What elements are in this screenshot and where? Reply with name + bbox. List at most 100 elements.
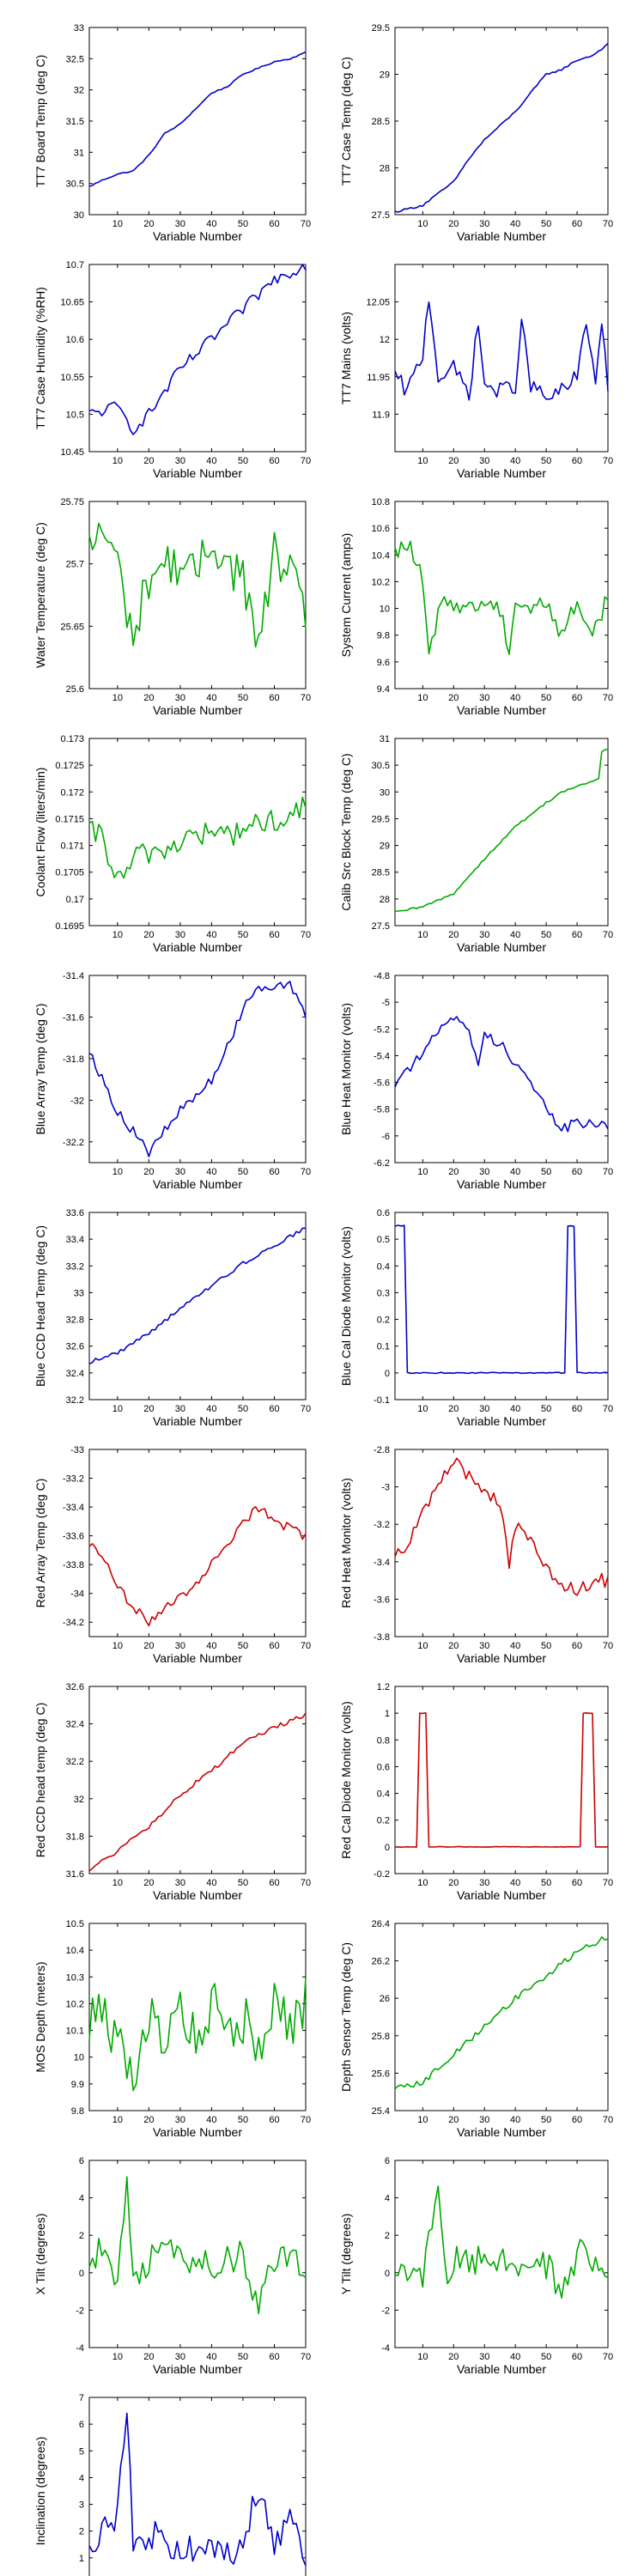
y-tick-label: -34	[70, 1589, 84, 1600]
y-tick-label: 32.4	[66, 1720, 84, 1730]
x-tick-label: 10	[112, 693, 123, 703]
y-tick-label: 0.5	[377, 1235, 390, 1245]
x-tick-label: 20	[143, 1167, 154, 1177]
series-line	[394, 1016, 609, 1133]
y-tick-label: -0.2	[374, 1869, 390, 1880]
y-tick-label: 10	[74, 2053, 84, 2063]
x-axis-label: Variable Number	[457, 1888, 546, 1902]
chart-panel: 10 20 30 40 50 60 70 25.4 25.6 25.8 26 26.2 26.4 Vari…	[339, 1919, 613, 2139]
y-tick-label: 33	[74, 1288, 84, 1298]
x-tick-label: 30	[479, 1878, 489, 1888]
series-line	[88, 1227, 307, 1365]
chart-panel: 10 20 30 40 50 60 70 -34.2 -34 -33.8 -33.6 -33.4 -33…	[33, 1445, 311, 1665]
y-tick-label: 29.5	[372, 23, 390, 33]
x-tick-label: 50	[541, 930, 551, 940]
x-tick-label: 70	[301, 930, 311, 940]
y-axis-label: TT7 Case Temp (deg C)	[339, 57, 353, 185]
plot-frame	[88, 1212, 307, 1400]
series-line	[394, 540, 609, 655]
y-tick-label: 1.2	[377, 1682, 390, 1692]
series-line	[88, 51, 307, 187]
x-tick-label: 20	[448, 693, 459, 703]
y-tick-label: -6.2	[374, 1158, 390, 1169]
y-tick-label: 10.2	[66, 1999, 84, 2009]
x-tick-label: 70	[603, 1641, 613, 1651]
y-axis-label: TT7 Board Temp (deg C)	[33, 55, 47, 188]
y-tick-label: 10.5	[66, 1919, 84, 1929]
y-tick-label: 32.5	[66, 54, 84, 64]
x-tick-label: 10	[417, 693, 428, 703]
chart-panel: 10 20 30 40 50 60 70 -4 -2 0 2 4 6 Variable Number Y T…	[339, 2156, 613, 2376]
y-tick-label: -4.8	[374, 971, 390, 981]
x-axis-label: Variable Number	[457, 229, 546, 243]
x-tick-label: 30	[479, 693, 489, 703]
y-tick-label: 25.8	[372, 2032, 390, 2042]
y-tick-label: 32.6	[66, 1682, 84, 1692]
y-tick-label: 27.5	[372, 921, 390, 932]
y-axis-label: Blue Array Temp (deg C)	[33, 1003, 47, 1134]
y-tick-label: -33	[70, 1445, 84, 1455]
x-tick-label: 40	[510, 693, 520, 703]
x-tick-label: 60	[572, 2115, 582, 2125]
chart-panel: 10 20 30 40 50 60 70 32.2 32.4 32.6 32.8 33 33.2 33.4…	[33, 1208, 311, 1428]
x-tick-label: 60	[269, 2352, 279, 2362]
series-line	[88, 2176, 307, 2315]
y-tick-label: 29.5	[372, 814, 390, 824]
x-axis-label: Variable Number	[457, 2362, 546, 2376]
x-tick-label: 70	[301, 1878, 311, 1888]
x-tick-label: 20	[143, 1878, 154, 1888]
y-tick-label: 4	[385, 2194, 390, 2204]
x-tick-label: 30	[479, 2115, 489, 2125]
y-tick-label: 11.95	[367, 373, 390, 383]
plot-frame	[394, 1449, 609, 1637]
plot-frame	[394, 1212, 609, 1400]
x-tick-label: 60	[572, 2352, 582, 2362]
x-tick-label: 20	[143, 693, 154, 703]
x-axis-label: Variable Number	[153, 229, 242, 243]
chart-panel: 10 20 30 40 50 60 70 0.1695 0.17 0.1705 0.171 0.171…	[33, 734, 311, 954]
chart-panel: 10 20 30 40 50 60 70 27.5 28 28.5 29 29.5 Variable N…	[339, 23, 613, 243]
x-tick-label: 70	[301, 219, 311, 229]
x-tick-label: 50	[238, 930, 248, 940]
series-line	[88, 2412, 307, 2567]
y-tick-label: 0	[79, 2269, 84, 2279]
x-tick-label: 40	[510, 1878, 520, 1888]
x-tick-label: 70	[603, 2352, 613, 2362]
x-tick-label: 50	[541, 456, 551, 466]
y-tick-label: 0.172	[60, 787, 84, 798]
y-tick-label: 10	[380, 605, 390, 615]
y-axis-label: TT7 Mains (volts)	[339, 312, 353, 404]
y-axis-label: MOS Depth (meters)	[33, 1961, 47, 2072]
x-axis-label: Variable Number	[153, 1888, 242, 1902]
x-tick-label: 40	[206, 2115, 216, 2125]
x-tick-label: 40	[206, 456, 216, 466]
plot-frame	[88, 1923, 307, 2111]
y-tick-label: 31.6	[66, 1869, 84, 1880]
chart-panel: 10 20 30 40 50 60 70 25.6 25.65 25.7 25.75 Variable…	[33, 497, 311, 717]
x-tick-label: 20	[448, 456, 459, 466]
x-tick-label: 20	[143, 930, 154, 940]
chart-panel: 10 20 30 40 50 60 70 30 30.5 31 31.5 32 32.5 33 Variab…	[33, 23, 311, 243]
x-tick-label: 20	[448, 1641, 459, 1651]
x-axis-label: Variable Number	[153, 1177, 242, 1191]
y-tick-label: -5	[381, 998, 390, 1008]
y-tick-label: 28.5	[372, 868, 390, 878]
y-tick-label: 25.65	[60, 622, 84, 632]
x-tick-label: 60	[572, 1641, 582, 1651]
x-tick-label: 30	[479, 1404, 489, 1414]
x-axis-label: Variable Number	[153, 703, 242, 717]
y-tick-label: -5.6	[374, 1078, 390, 1089]
x-tick-label: 60	[572, 1167, 582, 1177]
y-tick-label: -3.8	[374, 1632, 390, 1643]
chart-panel: 10 20 30 40 50 60 70 27.5 28 28.5 29 29.5 30 30.5 31 Va…	[339, 734, 613, 954]
y-tick-label: 30	[74, 210, 84, 221]
series-line	[394, 1224, 609, 1375]
y-tick-label: 0.173	[60, 734, 84, 744]
y-tick-label: 26	[380, 1994, 390, 2004]
x-tick-label: 70	[603, 219, 613, 229]
y-tick-label: -32.2	[63, 1138, 84, 1148]
y-tick-label: -0.1	[374, 1395, 390, 1406]
x-tick-label: 20	[448, 1167, 459, 1177]
y-tick-label: 32	[74, 86, 84, 96]
y-tick-label: 10.4	[66, 1946, 84, 1956]
